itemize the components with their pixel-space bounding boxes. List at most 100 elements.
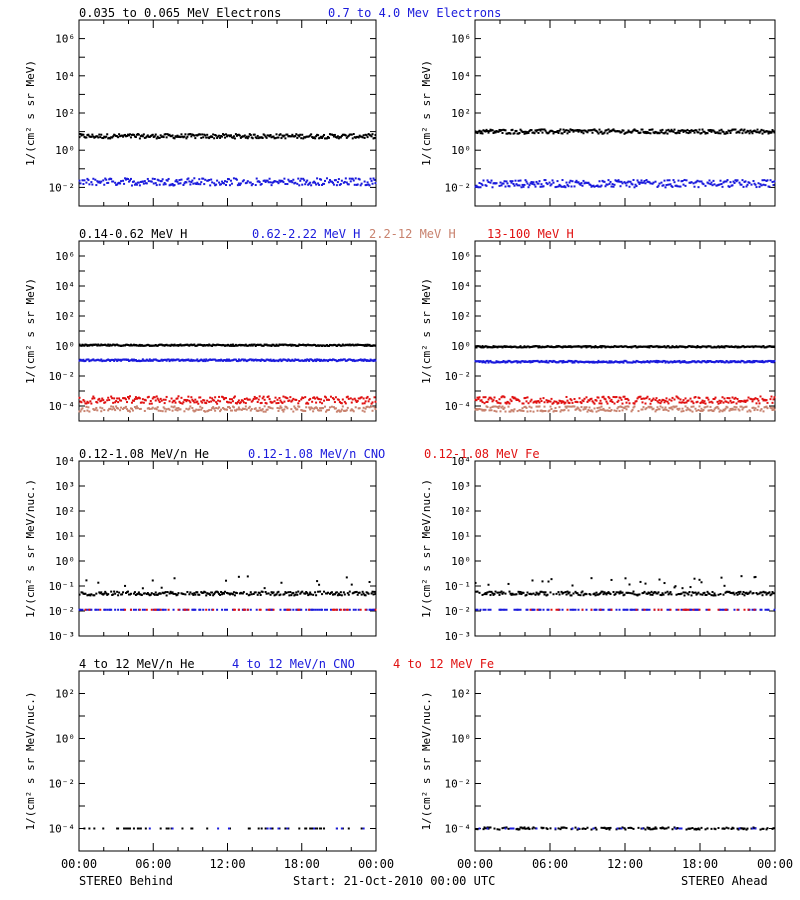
data-point: [341, 405, 344, 408]
data-point: [373, 590, 376, 593]
data-point: [183, 410, 186, 413]
data-point: [214, 409, 217, 412]
data-point: [309, 591, 312, 594]
x-tick-label: 18:00: [682, 857, 718, 871]
data-point: [653, 608, 656, 611]
data-point: [690, 181, 693, 184]
data-point: [658, 578, 661, 581]
data-point: [559, 128, 562, 131]
data-point: [250, 408, 253, 411]
y-tick-label: 10⁻¹: [445, 580, 472, 593]
data-point: [260, 182, 263, 185]
data-point: [577, 130, 580, 133]
data-point: [677, 179, 680, 182]
data-point: [78, 593, 81, 596]
data-point: [754, 407, 757, 410]
data-point: [486, 827, 489, 830]
data-point: [753, 182, 756, 185]
data-point: [324, 405, 327, 408]
data-point: [771, 401, 774, 404]
data-point: [365, 134, 368, 137]
data-point: [529, 361, 532, 364]
data-point: [676, 396, 679, 399]
data-point: [90, 608, 93, 611]
data-point: [200, 136, 203, 139]
data-point: [720, 576, 723, 579]
data-point: [622, 361, 625, 364]
data-point: [302, 397, 305, 400]
data-point: [759, 409, 762, 412]
data-point: [141, 587, 144, 590]
data-point: [298, 400, 301, 403]
y-tick-label: 10⁴: [55, 70, 75, 83]
data-point: [259, 608, 262, 611]
data-point: [112, 180, 115, 183]
data-point: [193, 177, 196, 180]
data-point: [697, 131, 700, 134]
data-point: [265, 592, 268, 595]
data-point: [510, 181, 513, 184]
data-point: [312, 593, 315, 596]
data-point: [538, 180, 541, 183]
data-point: [478, 827, 481, 830]
data-point: [278, 396, 281, 399]
data-point: [148, 358, 151, 361]
data-point: [732, 827, 735, 830]
data-point: [571, 827, 574, 830]
data-point: [627, 405, 630, 408]
data-point: [323, 590, 326, 593]
data-point: [687, 132, 690, 135]
data-point: [752, 406, 755, 409]
data-point: [512, 410, 515, 413]
data-point: [195, 408, 198, 411]
data-point: [307, 358, 310, 361]
data-point: [569, 608, 572, 611]
data-point: [362, 592, 365, 595]
data-point: [137, 133, 140, 136]
data-point: [668, 179, 671, 182]
y-tick-label: 10²: [451, 310, 471, 323]
data-point: [621, 402, 624, 405]
data-point: [756, 593, 759, 596]
data-point: [308, 593, 311, 596]
data-point: [360, 182, 363, 185]
data-point: [309, 397, 312, 400]
data-point: [618, 827, 621, 830]
data-point: [687, 399, 690, 402]
data-point: [632, 178, 635, 181]
data-point: [272, 181, 275, 184]
data-point: [548, 409, 551, 412]
data-point: [706, 396, 709, 399]
data-point: [632, 590, 635, 593]
data-point: [237, 182, 240, 185]
data-point: [574, 181, 577, 184]
data-point: [96, 180, 99, 183]
data-point: [613, 402, 616, 405]
data-point: [210, 408, 213, 411]
data-point: [544, 591, 547, 594]
data-point: [600, 130, 603, 133]
data-point: [610, 185, 613, 188]
data-point: [689, 131, 692, 134]
data-point: [631, 361, 634, 364]
data-point: [517, 399, 520, 402]
data-point: [685, 409, 688, 412]
data-point: [621, 360, 624, 363]
data-point: [106, 399, 109, 402]
data-point: [293, 405, 296, 408]
data-point: [216, 608, 219, 611]
data-point: [358, 407, 361, 410]
data-point: [665, 408, 668, 411]
data-point: [663, 401, 666, 404]
data-point: [607, 395, 610, 398]
data-point: [156, 593, 159, 596]
data-point: [216, 136, 219, 139]
data-point: [723, 584, 726, 587]
data-point: [368, 406, 371, 409]
data-point: [720, 400, 723, 403]
data-point: [152, 182, 155, 185]
data-point: [526, 608, 529, 611]
data-point: [524, 827, 527, 830]
data-point: [663, 360, 666, 363]
